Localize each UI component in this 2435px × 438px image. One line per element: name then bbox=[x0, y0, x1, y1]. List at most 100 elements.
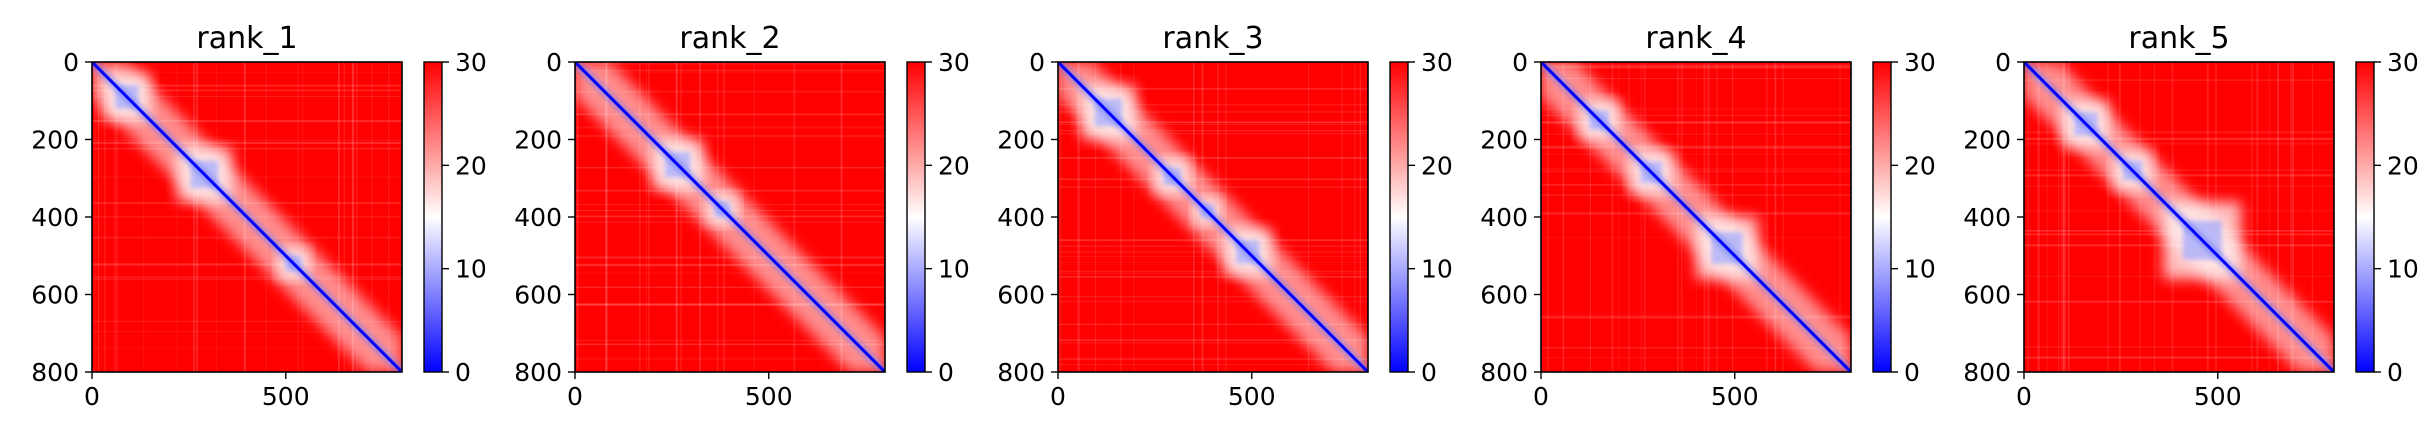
heatmap-streak bbox=[1541, 108, 1851, 110]
y-tick-label: 600 bbox=[997, 281, 1045, 310]
colorbar-tick-label: 20 bbox=[1904, 151, 1936, 180]
heatmap-streak bbox=[575, 113, 885, 115]
colorbar-tick-label: 10 bbox=[938, 255, 970, 284]
heatmap-streak bbox=[2024, 174, 2334, 177]
heatmap-streak bbox=[1541, 347, 1851, 349]
panel-title: rank_5 bbox=[2128, 21, 2229, 56]
colorbar: 0 10 20 30 bbox=[906, 48, 970, 387]
heatmap-streak bbox=[1541, 316, 1851, 319]
heatmap-streak bbox=[351, 62, 355, 372]
y-tick-label: 600 bbox=[1963, 281, 2011, 310]
heatmap-streak bbox=[1060, 62, 1062, 372]
heatmap-streak bbox=[92, 71, 402, 73]
heatmap-streak bbox=[2063, 62, 2065, 372]
heatmap-streak bbox=[605, 62, 608, 372]
colorbar-tick-label: 30 bbox=[1904, 48, 1936, 77]
colorbar-tick-label: 0 bbox=[2387, 358, 2403, 387]
heatmap-streak bbox=[1058, 255, 1368, 258]
heatmap-streak bbox=[1541, 66, 1851, 69]
heatmap-image bbox=[92, 62, 402, 372]
heatmap-streak bbox=[575, 286, 885, 288]
heatmap-streak bbox=[1058, 262, 1368, 263]
heatmap-streak bbox=[176, 62, 178, 372]
colorbar: 0 10 20 30 bbox=[2355, 48, 2419, 387]
heatmap-streak bbox=[2268, 62, 2270, 372]
x-tick-label: 0 bbox=[1050, 382, 1066, 411]
heatmap-streak bbox=[793, 62, 796, 372]
heatmap-streak bbox=[1058, 341, 1368, 344]
heatmap-streak bbox=[343, 62, 345, 372]
diagonal-line bbox=[92, 62, 402, 372]
y-tick-label: 400 bbox=[1480, 203, 1528, 232]
colorbar-frame bbox=[2355, 61, 2375, 373]
heatmap-streak bbox=[2119, 62, 2121, 372]
heatmap-streak bbox=[2250, 62, 2253, 372]
heatmap-streak bbox=[1058, 251, 1368, 253]
heatmap-streak bbox=[1541, 153, 1851, 155]
heatmap-streak bbox=[1341, 62, 1343, 372]
heatmap-streak bbox=[92, 89, 402, 92]
diagonal-line bbox=[575, 62, 885, 372]
heatmap-streak bbox=[1354, 62, 1356, 372]
y-tick-label: 800 bbox=[1963, 358, 2011, 387]
heatmap-streak bbox=[2311, 62, 2313, 372]
heatmap-streak bbox=[2277, 62, 2279, 372]
y-tick-label: 600 bbox=[31, 281, 79, 310]
colorbar-tick-label: 20 bbox=[2387, 151, 2419, 180]
heatmap-streak bbox=[1611, 62, 1614, 372]
heatmap-streak bbox=[575, 71, 885, 73]
heatmap-streak bbox=[2024, 169, 2334, 171]
heatmap-streak bbox=[1058, 87, 1368, 90]
heatmap-streak bbox=[1541, 147, 1851, 149]
colorbar: 0 10 20 30 bbox=[1389, 48, 1453, 387]
y-tick-label: 400 bbox=[1963, 203, 2011, 232]
heatmap-streak bbox=[356, 62, 358, 372]
colorbar: 0 10 20 30 bbox=[423, 48, 487, 387]
y-tick-label: 200 bbox=[514, 126, 562, 155]
heatmap-image bbox=[1541, 62, 1851, 372]
heatmap-streak bbox=[1058, 123, 1368, 125]
colorbar-tick-label: 30 bbox=[938, 48, 970, 77]
heatmap-streak bbox=[92, 142, 402, 144]
heatmap-streak bbox=[575, 70, 885, 72]
heatmap-image bbox=[2024, 62, 2334, 372]
heatmap-streak bbox=[1541, 78, 1851, 79]
y-tick-label: 800 bbox=[997, 358, 1045, 387]
heatmap-streak bbox=[575, 135, 885, 138]
colorbar-frame bbox=[1389, 61, 1409, 373]
heatmap-streak bbox=[1058, 121, 1368, 124]
heatmap-streak bbox=[1077, 62, 1080, 372]
heatmap-streak bbox=[840, 62, 843, 372]
heatmap-streak bbox=[2289, 62, 2291, 372]
colorbar-tick-label: 10 bbox=[2387, 255, 2419, 284]
heatmap-streak bbox=[92, 347, 402, 349]
heatmap-streak bbox=[1541, 357, 1851, 358]
colorbar-tick-label: 10 bbox=[1904, 255, 1936, 284]
x-tick-label: 500 bbox=[745, 382, 793, 411]
colorbar-tick-label: 30 bbox=[2387, 48, 2419, 77]
heatmap-streak bbox=[1541, 133, 1851, 135]
colorbar-tick-label: 30 bbox=[1421, 48, 1453, 77]
heatmap-streak bbox=[1782, 62, 1785, 372]
heatmap-streak bbox=[1765, 62, 1768, 372]
heatmap-streak bbox=[92, 120, 402, 123]
colorbar-tick-label: 0 bbox=[1421, 358, 1437, 387]
heatmap-streak bbox=[1058, 130, 1368, 132]
heatmap-streak bbox=[92, 148, 402, 150]
heatmap-streak bbox=[2024, 137, 2334, 140]
heatmap-streak bbox=[2024, 142, 2334, 145]
heatmap-streak bbox=[1058, 363, 1368, 365]
heatmap-streak bbox=[1541, 168, 1851, 171]
heatmap-streak bbox=[1308, 62, 1310, 372]
x-tick-label: 500 bbox=[2194, 382, 2242, 411]
heatmap-streak bbox=[2024, 356, 2334, 359]
heatmap-streak bbox=[605, 62, 608, 372]
heatmap-streak bbox=[675, 62, 678, 372]
y-tick-label: 0 bbox=[1029, 48, 1045, 77]
heatmap-streak bbox=[2024, 300, 2334, 303]
y-tick-label: 0 bbox=[1512, 48, 1528, 77]
heatmap-streak bbox=[92, 331, 402, 333]
heatmap-streak bbox=[1541, 121, 1851, 123]
heatmap-streak bbox=[2062, 62, 2065, 372]
